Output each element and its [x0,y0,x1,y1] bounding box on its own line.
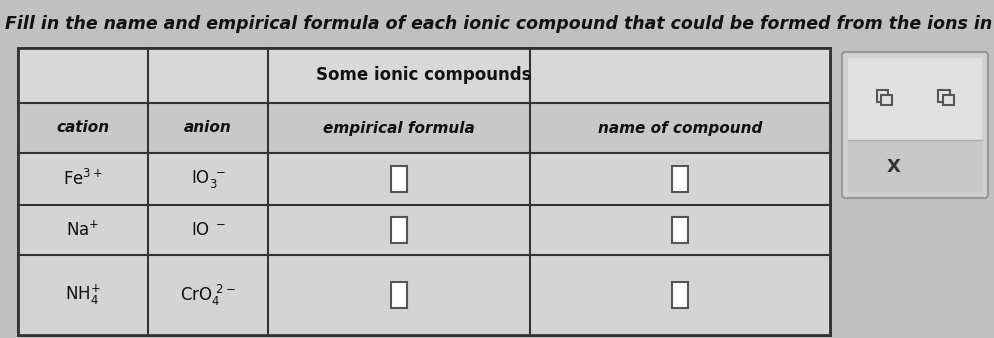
Text: name of compound: name of compound [597,121,761,136]
Bar [391,282,407,308]
Bar [391,166,407,192]
Bar [671,217,687,243]
Bar [18,153,829,205]
Bar [881,95,891,105]
Bar [847,58,981,140]
Text: anion: anion [184,121,232,136]
Text: Fill in the name and empirical formula of each ionic compound that could be form: Fill in the name and empirical formula o… [5,15,994,33]
Bar [671,166,687,192]
Bar [391,217,407,243]
Bar [18,205,829,255]
Text: $\mathregular{Na}^{+}$: $\mathregular{Na}^{+}$ [67,220,99,240]
Text: cation: cation [57,121,109,136]
FancyBboxPatch shape [841,52,987,198]
Bar [847,140,981,192]
Bar [942,95,952,105]
Text: Some ionic compounds: Some ionic compounds [316,67,531,84]
Bar [18,255,829,335]
Bar [18,48,829,335]
Text: $\mathregular{Fe}^{3+}$: $\mathregular{Fe}^{3+}$ [63,169,103,189]
Text: $\mathregular{CrO_4^{\ 2-}}$: $\mathregular{CrO_4^{\ 2-}}$ [180,283,236,308]
Bar [671,282,687,308]
Text: X: X [887,159,900,176]
Text: empirical formula: empirical formula [323,121,474,136]
Text: $\mathregular{NH_4^{+}}$: $\mathregular{NH_4^{+}}$ [66,283,100,307]
Text: $\mathregular{IO^{\ -}}$: $\mathregular{IO^{\ -}}$ [191,221,225,239]
Bar [18,103,829,153]
Bar [876,90,888,102]
Bar [18,48,829,103]
Text: $\mathregular{IO_3^{\ -}}$: $\mathregular{IO_3^{\ -}}$ [191,168,225,190]
Bar [937,90,949,102]
